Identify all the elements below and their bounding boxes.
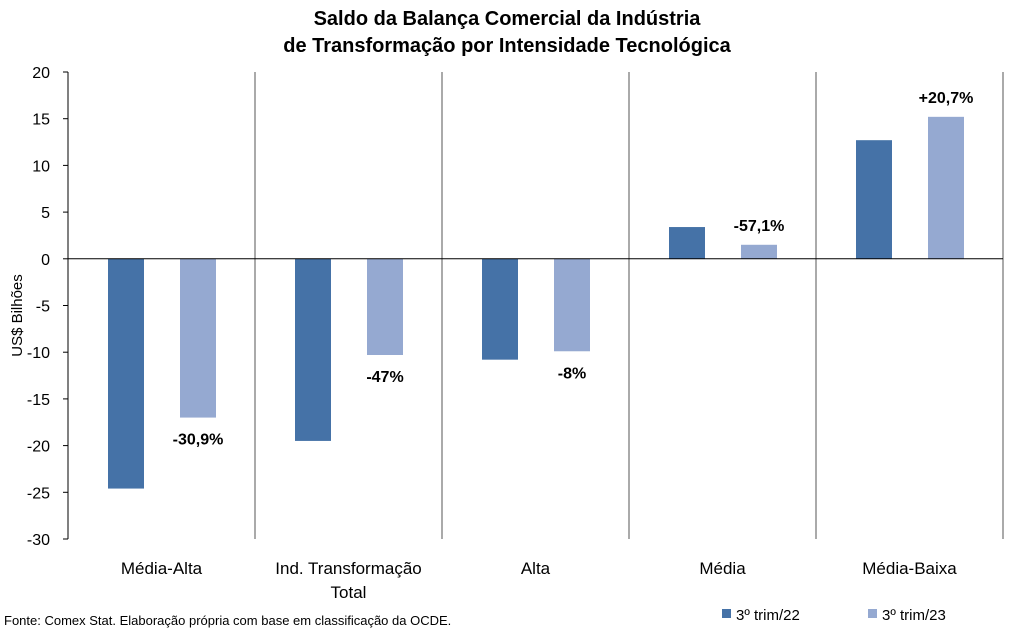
data-label: -30,9%	[173, 432, 224, 449]
y-tick-label: -30	[27, 532, 50, 549]
bar-trim22	[669, 227, 705, 259]
data-label: -47%	[366, 369, 403, 386]
bar-trim22	[108, 258, 144, 489]
chart-title-line: Saldo da Balança Comercial da Indústria	[314, 8, 702, 30]
data-label: -8%	[558, 365, 586, 382]
category-label: Alta	[521, 559, 551, 578]
category-label: Ind. Transformação	[275, 559, 421, 578]
legend-swatch	[868, 609, 877, 618]
y-axis-label: US$ Bilhões	[9, 274, 26, 357]
category-label: Média-Alta	[121, 559, 203, 578]
legend-label: 3º trim/23	[882, 607, 946, 624]
y-tick-label: -10	[27, 345, 50, 362]
y-tick-label: 0	[41, 252, 50, 269]
y-tick-label: 5	[41, 205, 50, 222]
category-label: Total	[331, 583, 367, 602]
bar-trim23	[741, 244, 777, 259]
category-label: Média-Baixa	[862, 559, 957, 578]
y-tick-label: -25	[27, 485, 50, 502]
bar-trim22	[856, 140, 892, 259]
y-tick-label: -5	[36, 299, 50, 316]
y-tick-label: 15	[32, 112, 50, 129]
y-tick-label: -15	[27, 392, 50, 409]
bar-trim23	[367, 258, 403, 356]
data-label: +20,7%	[919, 90, 974, 107]
bar-trim23	[554, 258, 590, 352]
y-tick-label: 10	[32, 158, 50, 175]
y-tick-label: 20	[32, 65, 50, 82]
bar-trim22	[295, 258, 331, 441]
bar-trim23	[180, 258, 216, 418]
legend-swatch	[722, 609, 731, 618]
bar-trim22	[482, 258, 518, 360]
data-label: -57,1%	[734, 218, 785, 235]
category-label: Média	[699, 559, 746, 578]
bar-trim23	[928, 116, 964, 259]
legend-label: 3º trim/22	[736, 607, 800, 624]
chart-title-line: de Transformação por Intensidade Tecnoló…	[283, 35, 731, 57]
source-note: Fonte: Comex Stat. Elaboração própria co…	[4, 613, 451, 628]
y-tick-label: -20	[27, 439, 50, 456]
